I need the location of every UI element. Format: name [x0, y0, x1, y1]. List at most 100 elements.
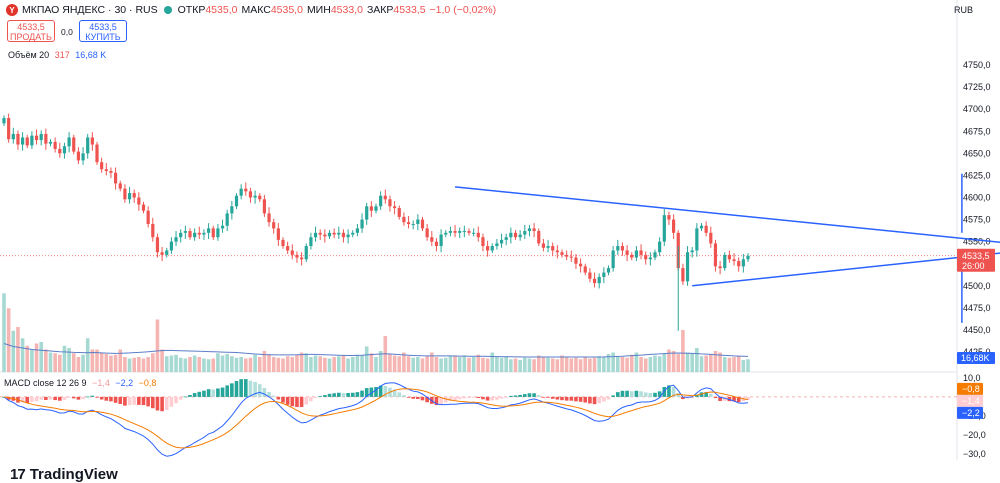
- macd-histogram-bar: [281, 396, 285, 403]
- candle-body: [625, 250, 629, 255]
- macd-histogram-bar: [67, 396, 71, 398]
- macd-histogram-bar: [276, 396, 281, 400]
- candle-body: [165, 250, 169, 255]
- macd-histogram-bar: [346, 392, 350, 397]
- volume-bar: [639, 357, 643, 372]
- candle-body: [11, 133, 15, 140]
- volume-bar: [676, 354, 681, 372]
- volume-bar: [253, 354, 257, 372]
- macd-histogram-bar: [364, 388, 369, 397]
- macd-histogram-bar: [420, 396, 425, 401]
- candle-body: [699, 225, 704, 229]
- candle-body: [448, 231, 452, 233]
- macd-histogram-bar: [564, 396, 569, 401]
- macd-histogram-bar: [230, 383, 234, 397]
- volume-bar: [634, 352, 639, 372]
- volume-bar: [118, 349, 123, 372]
- macd-histogram-bar: [146, 396, 150, 407]
- volume-bar: [48, 352, 53, 372]
- candle-body: [565, 254, 569, 257]
- sell-button[interactable]: 4533,5 ПРОДАТЬ: [7, 20, 55, 42]
- macd-histogram-bar: [132, 396, 136, 405]
- price-tick-label: 4550,0: [963, 237, 991, 247]
- candle-body: [290, 250, 294, 255]
- candle-body: [202, 232, 206, 235]
- candle-body: [230, 206, 234, 214]
- volume-bar: [718, 352, 722, 372]
- volume-bar: [481, 357, 485, 372]
- macd-legend-signal: −0,8: [138, 378, 157, 388]
- volume-bar: [234, 357, 239, 372]
- macd-line: [3, 382, 749, 457]
- price-tick-label: 4675,0: [963, 126, 991, 136]
- macd-histogram-bar: [169, 396, 174, 407]
- volume-bar: [146, 357, 150, 372]
- candle-body: [709, 232, 713, 244]
- candle-body: [123, 188, 127, 200]
- candle-body: [369, 206, 373, 211]
- candle-body: [690, 250, 694, 253]
- candle-body: [383, 195, 387, 200]
- volume-bar: [151, 353, 155, 372]
- macd-histogram-bar: [392, 389, 397, 397]
- volume-bar: [709, 354, 713, 372]
- volume-bar: [164, 356, 169, 372]
- macd-histogram-bar: [332, 393, 336, 397]
- candle-body: [434, 241, 439, 247]
- volume-bar: [230, 356, 234, 372]
- candle-body: [86, 137, 90, 154]
- candle-body: [467, 231, 471, 233]
- volume-bar: [602, 357, 606, 372]
- candle-body: [244, 188, 248, 192]
- volume-bar: [392, 355, 397, 372]
- candle-body: [90, 137, 94, 145]
- volume-bar: [574, 357, 578, 372]
- macd-histogram-bar: [397, 392, 402, 397]
- symbol-title[interactable]: МКПАО ЯНДЕКС · 30 · RUS: [22, 4, 158, 16]
- symbol-header: Y МКПАО ЯНДЕКС · 30 · RUS ОТКР 4535,0 МА…: [6, 3, 500, 17]
- candle-body: [272, 222, 276, 229]
- tradingview-brand[interactable]: 17 TradingView: [10, 466, 118, 483]
- buy-button[interactable]: 4533,5 КУПИТЬ: [79, 20, 127, 42]
- volume-bar: [541, 357, 546, 372]
- candle-body: [309, 237, 313, 247]
- volume-bar: [657, 356, 662, 372]
- volume-bar: [355, 354, 360, 372]
- close-label: ЗАКР: [366, 4, 394, 16]
- volume-bar: [699, 356, 704, 372]
- macd-tick-label: −30,0: [963, 449, 986, 459]
- volume-bar: [178, 357, 183, 372]
- candle-body: [509, 232, 513, 238]
- volume-bar: [629, 354, 634, 372]
- candle-body: [276, 228, 280, 240]
- price-tick-label: 4725,0: [963, 82, 991, 92]
- macd-histogram-bar: [718, 396, 722, 402]
- volume-bar: [695, 348, 699, 372]
- volume-legend[interactable]: Объём 20 317 16,68 K: [8, 50, 106, 60]
- candle-body: [546, 246, 550, 248]
- sell-price: 4533,5: [17, 22, 45, 32]
- candle-body: [220, 225, 225, 229]
- candle-body: [551, 246, 555, 251]
- volume-bar: [406, 356, 411, 372]
- macd-histogram-bar: [671, 386, 676, 397]
- candle-body: [132, 193, 136, 198]
- candle-body: [393, 206, 397, 209]
- candle-body: [504, 237, 508, 240]
- volume-bar: [588, 358, 592, 372]
- currency-label[interactable]: RUB: [953, 5, 973, 15]
- volume-bar: [727, 357, 732, 372]
- volume-bar: [313, 355, 318, 372]
- last-price-badge-text: 4533,5: [962, 251, 990, 261]
- volume-bar: [471, 357, 476, 372]
- candle-body: [402, 216, 406, 223]
- candle-body: [458, 231, 462, 233]
- volume-bar: [495, 357, 499, 372]
- macd-histogram-bar: [602, 396, 606, 402]
- macd-legend[interactable]: MACD close 12 26 9 −1,4 −2,2 −0,8: [4, 378, 156, 388]
- macd-legend-hist: −1,4: [92, 378, 110, 388]
- macd-histogram-bar: [629, 391, 634, 397]
- volume-bar: [220, 355, 225, 372]
- candle-body: [574, 257, 578, 264]
